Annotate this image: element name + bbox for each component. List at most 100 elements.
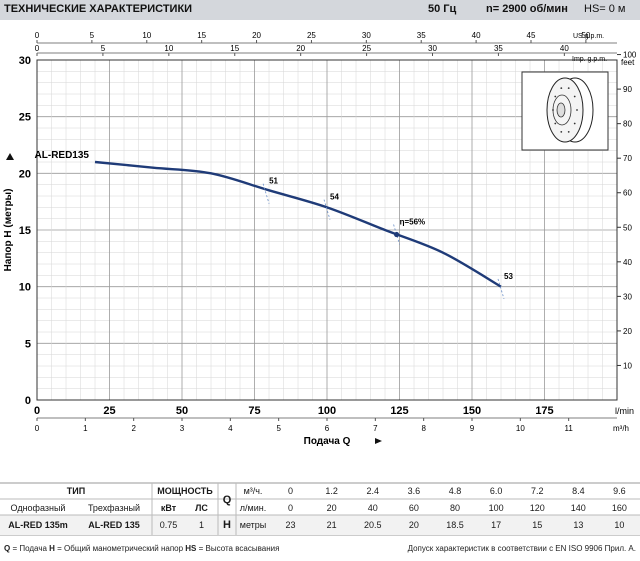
usgpm-tick-label: 50	[581, 31, 590, 40]
y-axis-arrow	[6, 153, 14, 160]
header-frequency: 50 Гц	[428, 3, 457, 15]
table-lmin-cell: 160	[611, 503, 627, 513]
m3h-tick-label: 11	[565, 424, 574, 433]
usgpm-tick-label: 15	[197, 31, 206, 40]
y-tick-label: 0	[25, 395, 31, 407]
pump-curve-line	[94, 160, 502, 288]
table-head-cell: 20.5	[364, 520, 382, 530]
table-head-cell: 18.5	[446, 520, 464, 530]
table-lmin-cell: 20	[326, 503, 337, 513]
y-tick-label: 15	[19, 225, 31, 237]
y2-tick-label: 20	[623, 327, 632, 336]
best-efficiency-point	[394, 231, 400, 238]
y2-tick-label: 80	[623, 120, 632, 129]
table-m3h-cell: 9.6	[613, 486, 626, 496]
usgpm-tick-label: 5	[90, 31, 95, 40]
table-grid	[0, 482, 640, 536]
header-title: ТЕХНИЧЕСКИЕ ХАРАКТЕРИСТИКИ	[4, 3, 193, 15]
table-m3h-cell: 2.4	[366, 486, 380, 496]
usgpm-tick-label: 40	[472, 31, 481, 40]
efficiency-mark	[497, 278, 505, 300]
efficiency-mark	[393, 224, 400, 245]
efficiency-label: η=56%	[400, 218, 426, 227]
x-tick-label: 50	[176, 405, 188, 417]
x-tick-label: 100	[318, 405, 336, 417]
plot-frame	[36, 59, 618, 401]
x-axis-title: Подача Q	[304, 436, 351, 447]
y2-tick-label: 100	[623, 51, 637, 60]
footer-tolerance-note: Допуск характеристик в соответствии с EN…	[407, 544, 636, 553]
table-head-cell: 13	[573, 520, 584, 530]
impgpm-tick-label: 35	[494, 44, 503, 53]
x-axis-arrow	[375, 438, 382, 444]
m3h-tick-label: 7	[373, 424, 378, 433]
m3h-tick-label: 2	[131, 424, 136, 433]
table-head-power: МОЩНОСТЬ	[157, 486, 213, 496]
impgpm-tick-label: 25	[362, 44, 371, 53]
footer-hs-text: = Высота всасывания	[196, 544, 280, 553]
impgpm-unit-label: Imp. g.p.m.	[572, 56, 607, 63]
y-tick-label: 25	[19, 112, 31, 124]
usgpm-tick-label: 45	[527, 31, 536, 40]
y-tick-label: 30	[19, 55, 31, 67]
m3h-tick-label: 4	[228, 424, 233, 433]
y2-unit-label: feet	[621, 58, 635, 67]
series-label: AL-RED135	[35, 150, 90, 161]
m3h-unit-label: m³/h	[613, 424, 629, 433]
table-head-cell: 17	[491, 520, 502, 530]
usgpm-tick-label: 0	[35, 31, 40, 40]
impgpm-tick-label: 15	[230, 44, 239, 53]
impgpm-tick-label: 40	[560, 44, 569, 53]
impeller-vane-dot	[567, 87, 570, 90]
y-axis-title: Напор H (метры)	[3, 189, 14, 272]
y2-tick-label: 40	[623, 258, 632, 267]
usgpm-tick-label: 20	[252, 31, 261, 40]
m3h-tick-label: 10	[516, 424, 525, 433]
m3h-tick-label: 0	[35, 424, 40, 433]
impgpm-tick-label: 0	[35, 44, 40, 53]
table-head-cell: 23	[285, 520, 296, 530]
footer-legend: Q = Подача H = Общий манометрический нап…	[4, 544, 279, 553]
header-speed: n= 2900 об/мин	[486, 3, 568, 15]
table-m3h-cell: 1.2	[325, 486, 338, 496]
x-tick-label: 175	[535, 405, 553, 417]
m3h-tick-label: 9	[470, 424, 475, 433]
impeller-vane-dot	[554, 122, 557, 125]
table-m3h-cell: 6.0	[489, 486, 503, 496]
table-lmin-cell: 60	[408, 503, 419, 513]
table-head-cell: 10	[614, 520, 625, 530]
table-unit-lmin: л/мин.	[239, 503, 267, 513]
table-head-three: Трехфазный	[87, 503, 141, 513]
table-lmin-cell: 140	[570, 503, 586, 513]
x-tick-label: 25	[103, 405, 115, 417]
x-tick-label: 0	[34, 405, 40, 417]
table-m3h-cell: 7.2	[530, 486, 544, 496]
table-head-cell: 20	[408, 520, 419, 530]
table-unit-m: метры	[239, 520, 267, 530]
table-head-hp: ЛС	[195, 503, 208, 513]
y2-tick-label: 70	[623, 154, 632, 163]
header-bar: ТЕХНИЧЕСКИЕ ХАРАКТЕРИСТИКИ 50 Гц n= 2900…	[0, 0, 640, 20]
table-m3h-cell: 4.8	[448, 486, 462, 496]
efficiency-mark	[262, 183, 270, 204]
table-hp-value: 1	[198, 520, 204, 530]
table-m3h-cell: 3.6	[407, 486, 421, 496]
impgpm-tick-label: 30	[428, 44, 437, 53]
m3h-tick-label: 6	[325, 424, 330, 433]
footer-q-text: = Подача	[10, 544, 50, 553]
table-lmin-cell: 40	[367, 503, 378, 513]
table-head-type: ТИП	[66, 486, 86, 496]
efficiency-label: 51	[269, 177, 278, 186]
efficiency-mark	[323, 199, 331, 220]
y-tick-label: 10	[19, 282, 31, 294]
impeller-vane-dot	[560, 87, 563, 90]
footer-q: Q	[4, 544, 11, 553]
impeller-vane-dot	[573, 95, 576, 98]
x-tick-label: 125	[390, 405, 408, 417]
m3h-tick-label: 5	[276, 424, 281, 433]
y-tick-label: 5	[25, 338, 31, 350]
impeller-vane-dot	[552, 109, 554, 111]
x-tick-label: 75	[248, 405, 260, 417]
m3h-tick-label: 1	[83, 424, 88, 433]
impeller-vane-dot	[567, 130, 570, 133]
